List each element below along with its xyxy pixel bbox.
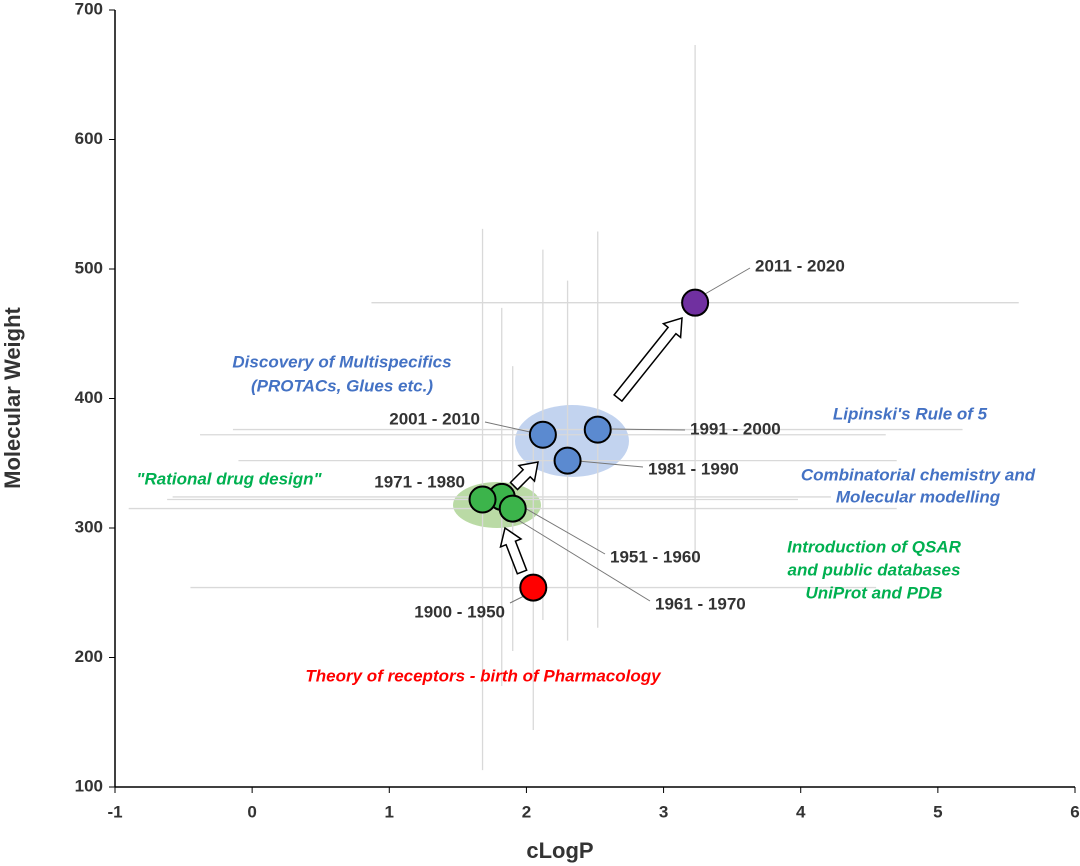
point xyxy=(468,485,497,514)
annotation: Lipinski's Rule of 5 xyxy=(833,404,988,423)
leader-line xyxy=(704,267,751,295)
leader-line xyxy=(515,502,606,555)
point xyxy=(519,573,548,602)
x-tick-label: 4 xyxy=(796,802,806,821)
point-label: 1991 - 2000 xyxy=(690,419,781,438)
annotation: Molecular modelling xyxy=(836,487,1001,506)
point-label: 1981 - 1990 xyxy=(648,459,739,478)
leader-line xyxy=(484,421,531,433)
x-tick-label: 5 xyxy=(933,802,942,821)
point-label: 1971 - 1980 xyxy=(374,472,465,491)
y-tick-label: 100 xyxy=(75,776,103,795)
point-label: 1961 - 1970 xyxy=(655,594,746,613)
x-tick-label: 0 xyxy=(247,802,256,821)
point-label: 1951 - 1960 xyxy=(610,547,701,566)
annotation: Discovery of Multispecifics xyxy=(232,352,451,371)
x-axis-title: cLogP xyxy=(526,838,593,863)
y-tick-label: 400 xyxy=(75,388,103,407)
y-tick-label: 200 xyxy=(75,647,103,666)
y-tick-label: 600 xyxy=(75,129,103,148)
arrow xyxy=(499,526,528,575)
annotation: (PROTACs, Glues etc.) xyxy=(251,376,433,395)
point xyxy=(498,494,527,523)
x-tick-label: 6 xyxy=(1070,802,1079,821)
x-tick-label: 2 xyxy=(522,802,531,821)
annotation: and public databases xyxy=(788,560,961,579)
arrow xyxy=(613,316,683,403)
point xyxy=(528,420,557,449)
annotation: UniProt and PDB xyxy=(806,583,943,602)
annotation: "Rational drug design" xyxy=(136,469,322,488)
y-axis-title: Molecular Weight xyxy=(0,306,25,488)
y-tick-label: 500 xyxy=(75,258,103,277)
annotation: Theory of receptors - birth of Pharmacol… xyxy=(305,666,662,685)
leader-line xyxy=(517,519,651,602)
y-tick-label: 300 xyxy=(75,517,103,536)
x-tick-label: 3 xyxy=(659,802,668,821)
annotation: Introduction of QSAR xyxy=(787,537,961,556)
point xyxy=(583,415,612,444)
point-label: 1900 - 1950 xyxy=(414,602,505,621)
leader-line xyxy=(577,460,644,468)
leader-line xyxy=(611,428,686,431)
point xyxy=(553,446,582,475)
point-label: 2011 - 2020 xyxy=(755,256,845,275)
arrow xyxy=(509,461,539,491)
x-tick-label: -1 xyxy=(107,802,122,821)
x-tick-label: 1 xyxy=(385,802,394,821)
leader-line xyxy=(509,595,525,604)
y-tick-label: 700 xyxy=(75,0,103,18)
annotation: Combinatorial chemistry and xyxy=(801,465,1036,484)
point xyxy=(681,288,710,317)
point-label: 2001 - 2010 xyxy=(389,409,480,428)
